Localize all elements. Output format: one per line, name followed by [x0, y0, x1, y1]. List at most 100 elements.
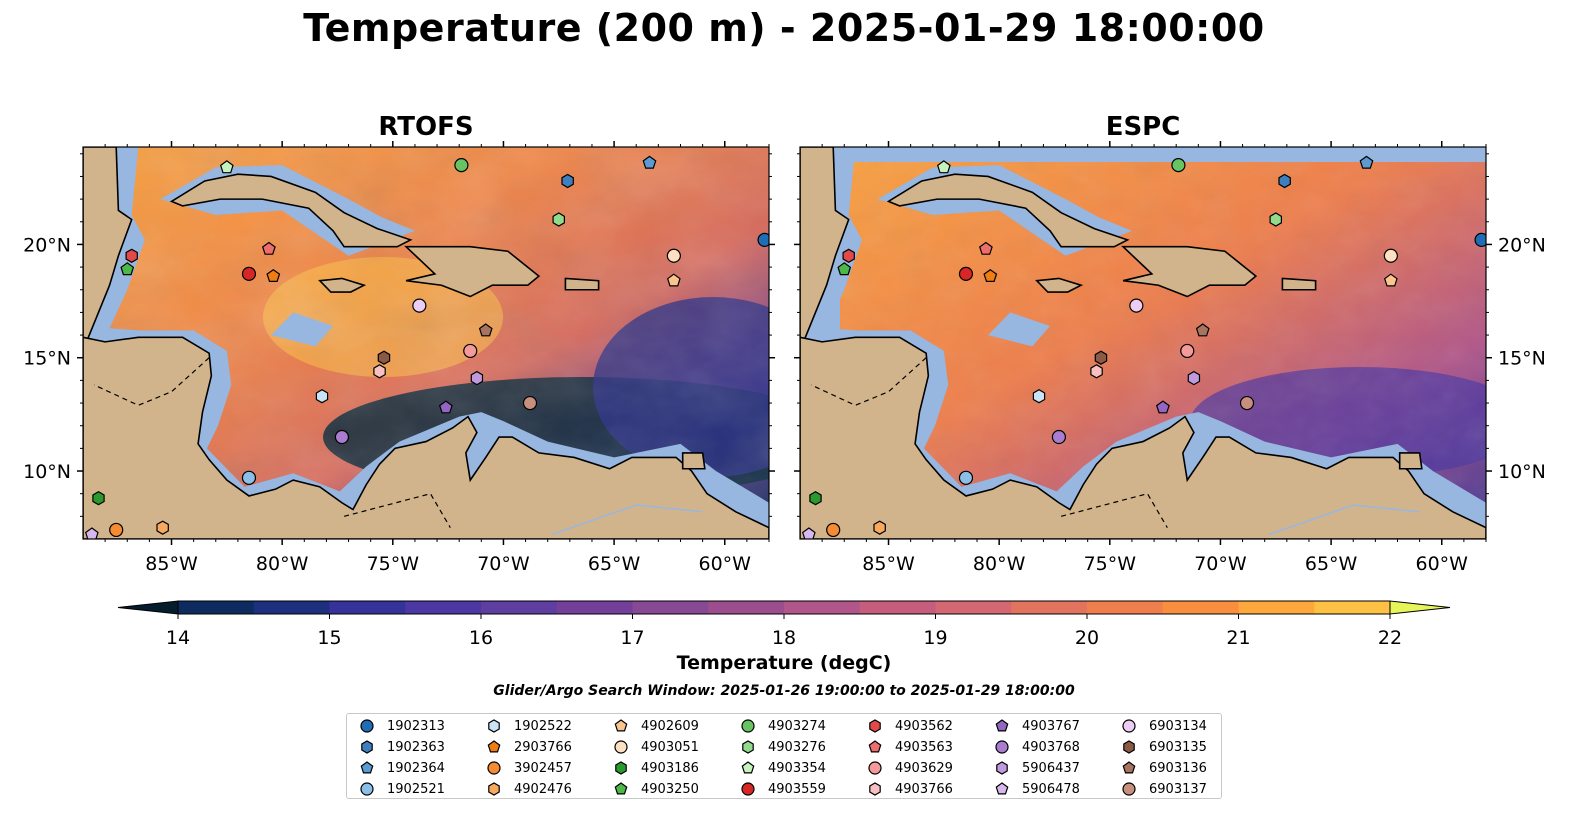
pentagon-marker-icon: [868, 740, 882, 753]
pentagon-marker-icon: [741, 761, 755, 774]
float-marker-6903137: [1239, 395, 1255, 411]
circle-marker-icon: [487, 761, 501, 775]
legend-item-4903767: 4903767: [994, 716, 1080, 736]
float-marker-6903136: [1195, 323, 1210, 337]
colorbar-bin: [1087, 601, 1164, 614]
legend-item-4903274: 4903274: [740, 716, 826, 736]
lon-tick-label: 65°W: [588, 553, 641, 575]
colorbar-tick-label: 14: [166, 627, 190, 649]
hexagon-marker-icon: [869, 782, 881, 796]
float-marker-4903766: [1090, 364, 1103, 379]
lon-tick-label: 60°W: [699, 553, 752, 575]
figure-canvas: 85°W 80°W 75°W 70°W 65°W 60°W 20°N 15°N 10°N 85°W…: [23, 141, 1546, 649]
float-marker-1902364: [1359, 155, 1374, 169]
colorbar-bin: [1238, 601, 1315, 614]
legend-label: 1902522: [514, 718, 572, 734]
float-marker-4902476: [873, 520, 886, 535]
float-marker-5906437: [470, 370, 484, 386]
float-marker-4903276: [1269, 212, 1283, 227]
float-marker-3902457: [109, 522, 124, 538]
colorbar: 14 15 16 17 18 19 20 21 22: [117, 600, 1451, 649]
colorbar-tick-label: 19: [923, 627, 947, 649]
search-window-text: Glider/Argo Search Window: 2025-01-26 19…: [493, 683, 1075, 699]
colorbar-bin: [708, 601, 785, 614]
legend-label: 6903136: [1149, 760, 1207, 776]
lon-tick-label: 70°W: [1194, 553, 1247, 575]
legend-label: 4902609: [641, 718, 699, 734]
float-marker-1902363: [561, 173, 574, 189]
lon-tick-label: 65°W: [1305, 553, 1358, 575]
float-marker-4903767: [1155, 400, 1170, 414]
colorbar-bin: [784, 601, 861, 614]
float-marker-4903051: [1383, 248, 1398, 263]
legend-item-4903768: 4903768: [994, 737, 1080, 757]
float-marker-4903629: [1180, 343, 1195, 359]
float-marker-4903354: [936, 160, 951, 174]
float-marker-1902313: [757, 232, 769, 247]
legend-item-3902457: 3902457: [486, 758, 572, 778]
float-marker-2903766: [983, 268, 998, 282]
legend-item-4903051: 4903051: [613, 737, 699, 757]
legend-label: 4903559: [768, 781, 826, 797]
float-marker-4903562: [842, 248, 855, 263]
hexagon-marker-icon: [742, 740, 754, 754]
float-marker-4903768: [1051, 429, 1067, 445]
map-panel-espc: [800, 147, 1486, 539]
pentagon-marker-icon: [614, 782, 628, 795]
colorbar-bin: [178, 601, 255, 614]
float-marker-6903135: [1094, 350, 1108, 365]
colorbar-bin: [405, 601, 482, 614]
legend-item-1902313: 1902313: [359, 716, 445, 736]
hexagon-marker-icon: [488, 782, 500, 796]
legend-item-6903137: 6903137: [1121, 779, 1207, 799]
circle-marker-icon: [741, 719, 755, 733]
float-marker-4903250: [837, 262, 852, 276]
float-marker-4903250: [120, 262, 135, 276]
colorbar-bin: [632, 601, 709, 614]
legend-label: 4903629: [895, 760, 953, 776]
hexagon-marker-icon: [996, 761, 1008, 775]
hexagon-marker-icon: [488, 719, 500, 733]
lon-tick-label: 80°W: [256, 553, 309, 575]
circle-marker-icon: [360, 782, 374, 796]
legend-item-6903135: 6903135: [1121, 737, 1207, 757]
float-marker-4903274: [1171, 158, 1186, 173]
circle-marker-icon: [741, 782, 755, 796]
float-marker-4902609: [1383, 273, 1398, 287]
legend-item-5906437: 5906437: [994, 758, 1080, 778]
float-marker-1902363: [1278, 173, 1291, 189]
legend-label: 4903766: [895, 781, 953, 797]
legend-label: 1902363: [387, 739, 445, 755]
float-marker-2903766: [266, 268, 281, 282]
circle-marker-icon: [1122, 782, 1136, 796]
legend-label: 4903274: [768, 718, 826, 734]
legend-label: 4902476: [514, 781, 572, 797]
pentagon-marker-icon: [995, 782, 1009, 795]
colorbar-over-arrow: [1389, 600, 1451, 615]
pentagon-marker-icon: [1122, 761, 1136, 774]
hexagon-marker-icon: [869, 719, 881, 733]
float-marker-4903768: [334, 429, 350, 445]
float-marker-4902609: [666, 273, 681, 287]
float-marker-1902522: [1032, 389, 1046, 404]
legend-label: 1902364: [387, 760, 445, 776]
colorbar-bin: [329, 601, 406, 614]
colorbar-bin: [1162, 601, 1239, 614]
legend-item-5906478: 5906478: [994, 779, 1080, 799]
lon-tick-label: 75°W: [1084, 553, 1137, 575]
float-marker-1902522: [315, 389, 329, 404]
hexagon-marker-icon: [361, 740, 373, 754]
float-marker-1902521: [241, 470, 257, 485]
float-marker-4903766: [373, 364, 386, 379]
legend-item-4902476: 4902476: [486, 779, 572, 799]
hexagon-marker-icon: [1123, 740, 1135, 754]
legend-label: 4903767: [1022, 718, 1080, 734]
circle-marker-icon: [360, 719, 374, 733]
legend-label: 4903051: [641, 739, 699, 755]
colorbar-tick-label: 21: [1226, 627, 1250, 649]
legend-label: 4903276: [768, 739, 826, 755]
lat-tick-label: 15°N: [23, 348, 71, 370]
float-marker-5906437: [1187, 370, 1201, 386]
colorbar-under-arrow: [117, 600, 179, 615]
legend-item-4903562: 4903562: [867, 716, 953, 736]
